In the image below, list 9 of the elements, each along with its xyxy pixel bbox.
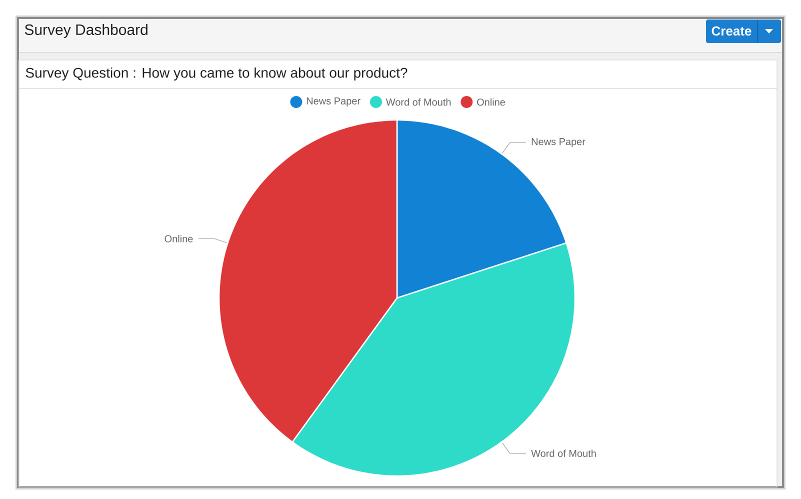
legend-label: Word of Mouth [386, 98, 451, 106]
legend-label: Online [477, 98, 506, 106]
chart-title: Survey Dashboard [24, 24, 148, 38]
slice-label: News Paper [532, 138, 586, 148]
text: Create [712, 26, 752, 36]
chart-subtitle: Survey Question : How you came to know about our product? [26, 67, 408, 81]
legend-label: News Paper [306, 98, 360, 106]
slice-label: Online [164, 234, 193, 242]
slice-label: Word of Mouth [531, 450, 596, 457]
